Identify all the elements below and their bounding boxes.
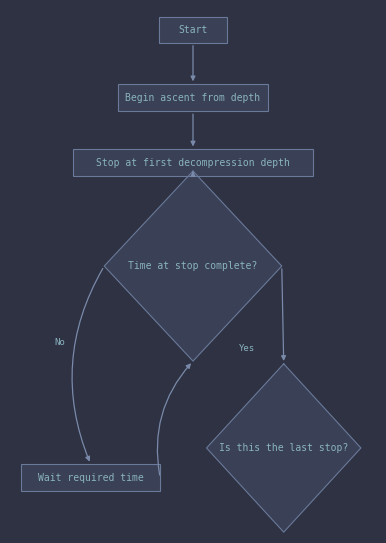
Polygon shape [104, 171, 282, 361]
Text: Wait required time: Wait required time [38, 473, 144, 483]
Text: Start: Start [178, 25, 208, 35]
Text: Yes: Yes [239, 344, 255, 353]
Text: No: No [54, 338, 65, 346]
Text: Stop at first decompression depth: Stop at first decompression depth [96, 158, 290, 168]
FancyBboxPatch shape [21, 464, 160, 491]
FancyBboxPatch shape [73, 149, 313, 176]
FancyBboxPatch shape [118, 84, 268, 111]
Text: Time at stop complete?: Time at stop complete? [129, 261, 257, 271]
FancyBboxPatch shape [159, 17, 227, 43]
Polygon shape [207, 364, 361, 532]
Text: Is this the last stop?: Is this the last stop? [219, 443, 348, 453]
Text: Begin ascent from depth: Begin ascent from depth [125, 93, 261, 103]
